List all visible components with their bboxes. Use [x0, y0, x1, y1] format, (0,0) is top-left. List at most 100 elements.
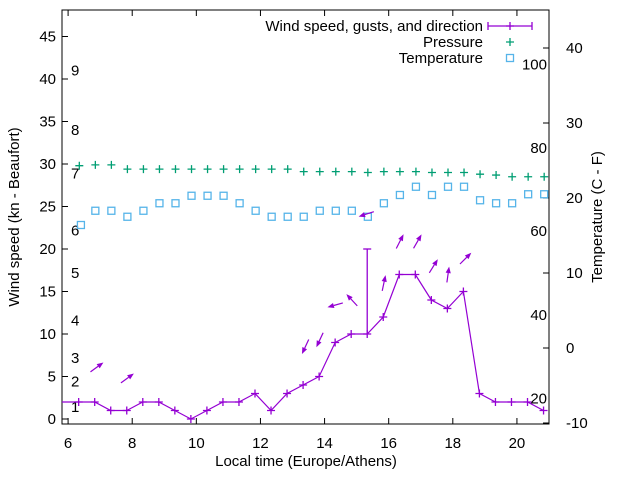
x-axis-label: Local time (Europe/Athens)	[215, 453, 397, 470]
wind-speed-point	[411, 270, 420, 279]
wind-speed-point	[379, 313, 388, 321]
wind-speed-point	[459, 287, 468, 296]
y-right-tick-label: 30	[566, 115, 583, 132]
pressure-point	[283, 165, 292, 174]
wind-arrow-head	[358, 212, 366, 218]
x-tick-label: 10	[188, 435, 205, 452]
wind-arrow-shaft	[333, 302, 344, 307]
wind-direction-arrow	[120, 373, 134, 384]
fahrenheit-scale-label: 20	[530, 390, 547, 407]
wind-speed-point	[170, 406, 179, 415]
wind-speed-point	[74, 398, 83, 406]
temperature-point	[491, 199, 501, 208]
temperature-point	[299, 212, 308, 221]
wind-direction-arrow	[459, 252, 472, 265]
wind-arrow-head	[381, 275, 387, 283]
beaufort-scale-label: 2	[71, 374, 79, 391]
temperature-point	[443, 182, 453, 191]
temperature-point	[427, 190, 437, 200]
wind-arrow-shaft	[304, 339, 310, 349]
legend-pressure-sample-marker	[506, 38, 514, 46]
legend-wind-sample-marker	[506, 22, 514, 30]
beaufort-scale-label: 8	[71, 122, 79, 139]
pressure-point	[540, 172, 549, 181]
wind-arrow-head	[416, 234, 422, 242]
wind-arrow-shaft	[381, 281, 385, 291]
pressure-point	[187, 165, 196, 174]
temperature-point	[347, 206, 356, 215]
wind-arrow-head	[316, 340, 322, 348]
wind-direction-arrow	[90, 362, 104, 373]
x-tick-label: 20	[509, 435, 526, 452]
temperature-point	[331, 206, 340, 215]
wind-arrow-head	[445, 266, 451, 274]
temperature-point	[475, 196, 485, 205]
temperature-point	[251, 206, 260, 215]
y-left-tick-label: 10	[39, 326, 56, 343]
wind-speed-point	[234, 398, 243, 406]
y-left-tick-label: 5	[48, 369, 56, 386]
wind-speed-point	[202, 406, 211, 415]
y-left-tick-label: 35	[39, 114, 56, 131]
wind-direction-arrow	[445, 266, 451, 283]
wind-arrow-head	[464, 252, 472, 260]
y-right-tick-label: 20	[566, 190, 583, 207]
pressure-point	[524, 172, 533, 181]
temperature-point	[76, 220, 86, 230]
temperature-point	[459, 182, 469, 191]
pressure-point	[299, 167, 308, 176]
wind-speed-point	[218, 398, 227, 406]
pressure-point	[395, 167, 404, 176]
wind-arrow-shaft	[413, 239, 419, 249]
wind-arrow-shaft	[350, 298, 358, 307]
wind-direction-arrow	[358, 211, 375, 218]
fahrenheit-scale-label: 60	[530, 223, 547, 240]
wind-direction-arrow	[346, 294, 358, 307]
x-tick-label: 8	[128, 435, 136, 452]
temperature-point	[267, 212, 276, 221]
wind-direction-arrow	[395, 234, 404, 249]
wind-arrow-head	[346, 294, 353, 301]
wind-arrow-shaft	[459, 256, 468, 265]
temperature-point	[315, 206, 324, 215]
y-left-tick-label: 20	[39, 241, 56, 258]
wind-speed-point	[283, 389, 292, 398]
wind-speed-point	[267, 406, 276, 415]
y-right-tick-label: 0	[566, 340, 574, 357]
y-right-tick-label: -10	[566, 415, 588, 432]
temperature-point	[235, 199, 244, 208]
plot-border	[61, 9, 550, 425]
wind-arrow-head	[127, 373, 134, 380]
temperature-point	[171, 199, 180, 208]
plot-area: 6 8 10 12 14 16 18 20051015202530354045-1001020…	[39, 9, 588, 452]
y-left-tick-label: 25	[39, 199, 56, 216]
wind-arrow-shaft	[364, 211, 375, 216]
pressure-point	[444, 168, 453, 177]
pressure-point	[363, 168, 372, 177]
temperature-point	[123, 212, 132, 221]
wind-arrow-shaft	[428, 264, 435, 274]
fahrenheit-scale-label: 100	[522, 57, 547, 74]
wind-direction-arrow	[381, 275, 387, 291]
y-right-tick-label: 10	[566, 265, 583, 282]
temperature-point	[411, 182, 421, 191]
x-tick-label: 6	[64, 435, 72, 452]
wind-speed-point	[347, 330, 356, 338]
temperature-point	[203, 191, 212, 200]
pressure-point	[476, 170, 485, 179]
wind-arrow-shaft	[90, 365, 99, 373]
pressure-point	[427, 168, 436, 177]
pressure-point	[251, 165, 260, 174]
pressure-point	[508, 172, 517, 181]
temperature-point	[507, 199, 517, 208]
pressure-point	[411, 167, 420, 176]
pressure-point	[492, 171, 501, 180]
wind-speed-point	[539, 406, 548, 415]
y-left-tick-label: 30	[39, 156, 56, 173]
wind-speed-point	[395, 270, 404, 279]
y-left-tick-label: 45	[39, 29, 56, 46]
y-axis-label-right: Temperature (C - F)	[589, 151, 606, 283]
pressure-point	[75, 161, 84, 170]
x-tick-label: 18	[444, 435, 461, 452]
